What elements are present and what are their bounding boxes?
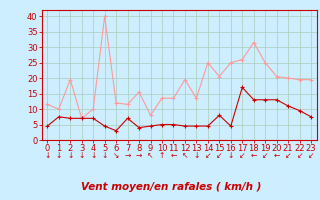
Text: ↓: ↓ [56, 151, 62, 160]
Text: ↙: ↙ [285, 151, 291, 160]
Text: Vent moyen/en rafales ( km/h ): Vent moyen/en rafales ( km/h ) [81, 182, 261, 192]
Text: ↓: ↓ [90, 151, 96, 160]
Text: ↙: ↙ [205, 151, 211, 160]
Text: ↙: ↙ [308, 151, 314, 160]
Text: ↑: ↑ [159, 151, 165, 160]
Text: ↙: ↙ [239, 151, 245, 160]
Text: ←: ← [251, 151, 257, 160]
Text: ↓: ↓ [228, 151, 234, 160]
Text: ↙: ↙ [262, 151, 268, 160]
Text: ↓: ↓ [44, 151, 51, 160]
Text: ↖: ↖ [182, 151, 188, 160]
Text: ↙: ↙ [216, 151, 222, 160]
Text: ↓: ↓ [67, 151, 74, 160]
Text: ↘: ↘ [113, 151, 119, 160]
Text: ↙: ↙ [296, 151, 303, 160]
Text: ←: ← [170, 151, 177, 160]
Text: →: → [124, 151, 131, 160]
Text: ←: ← [274, 151, 280, 160]
Text: ↓: ↓ [193, 151, 200, 160]
Text: ↖: ↖ [147, 151, 154, 160]
Text: →: → [136, 151, 142, 160]
Text: ↓: ↓ [78, 151, 85, 160]
Text: ↓: ↓ [101, 151, 108, 160]
